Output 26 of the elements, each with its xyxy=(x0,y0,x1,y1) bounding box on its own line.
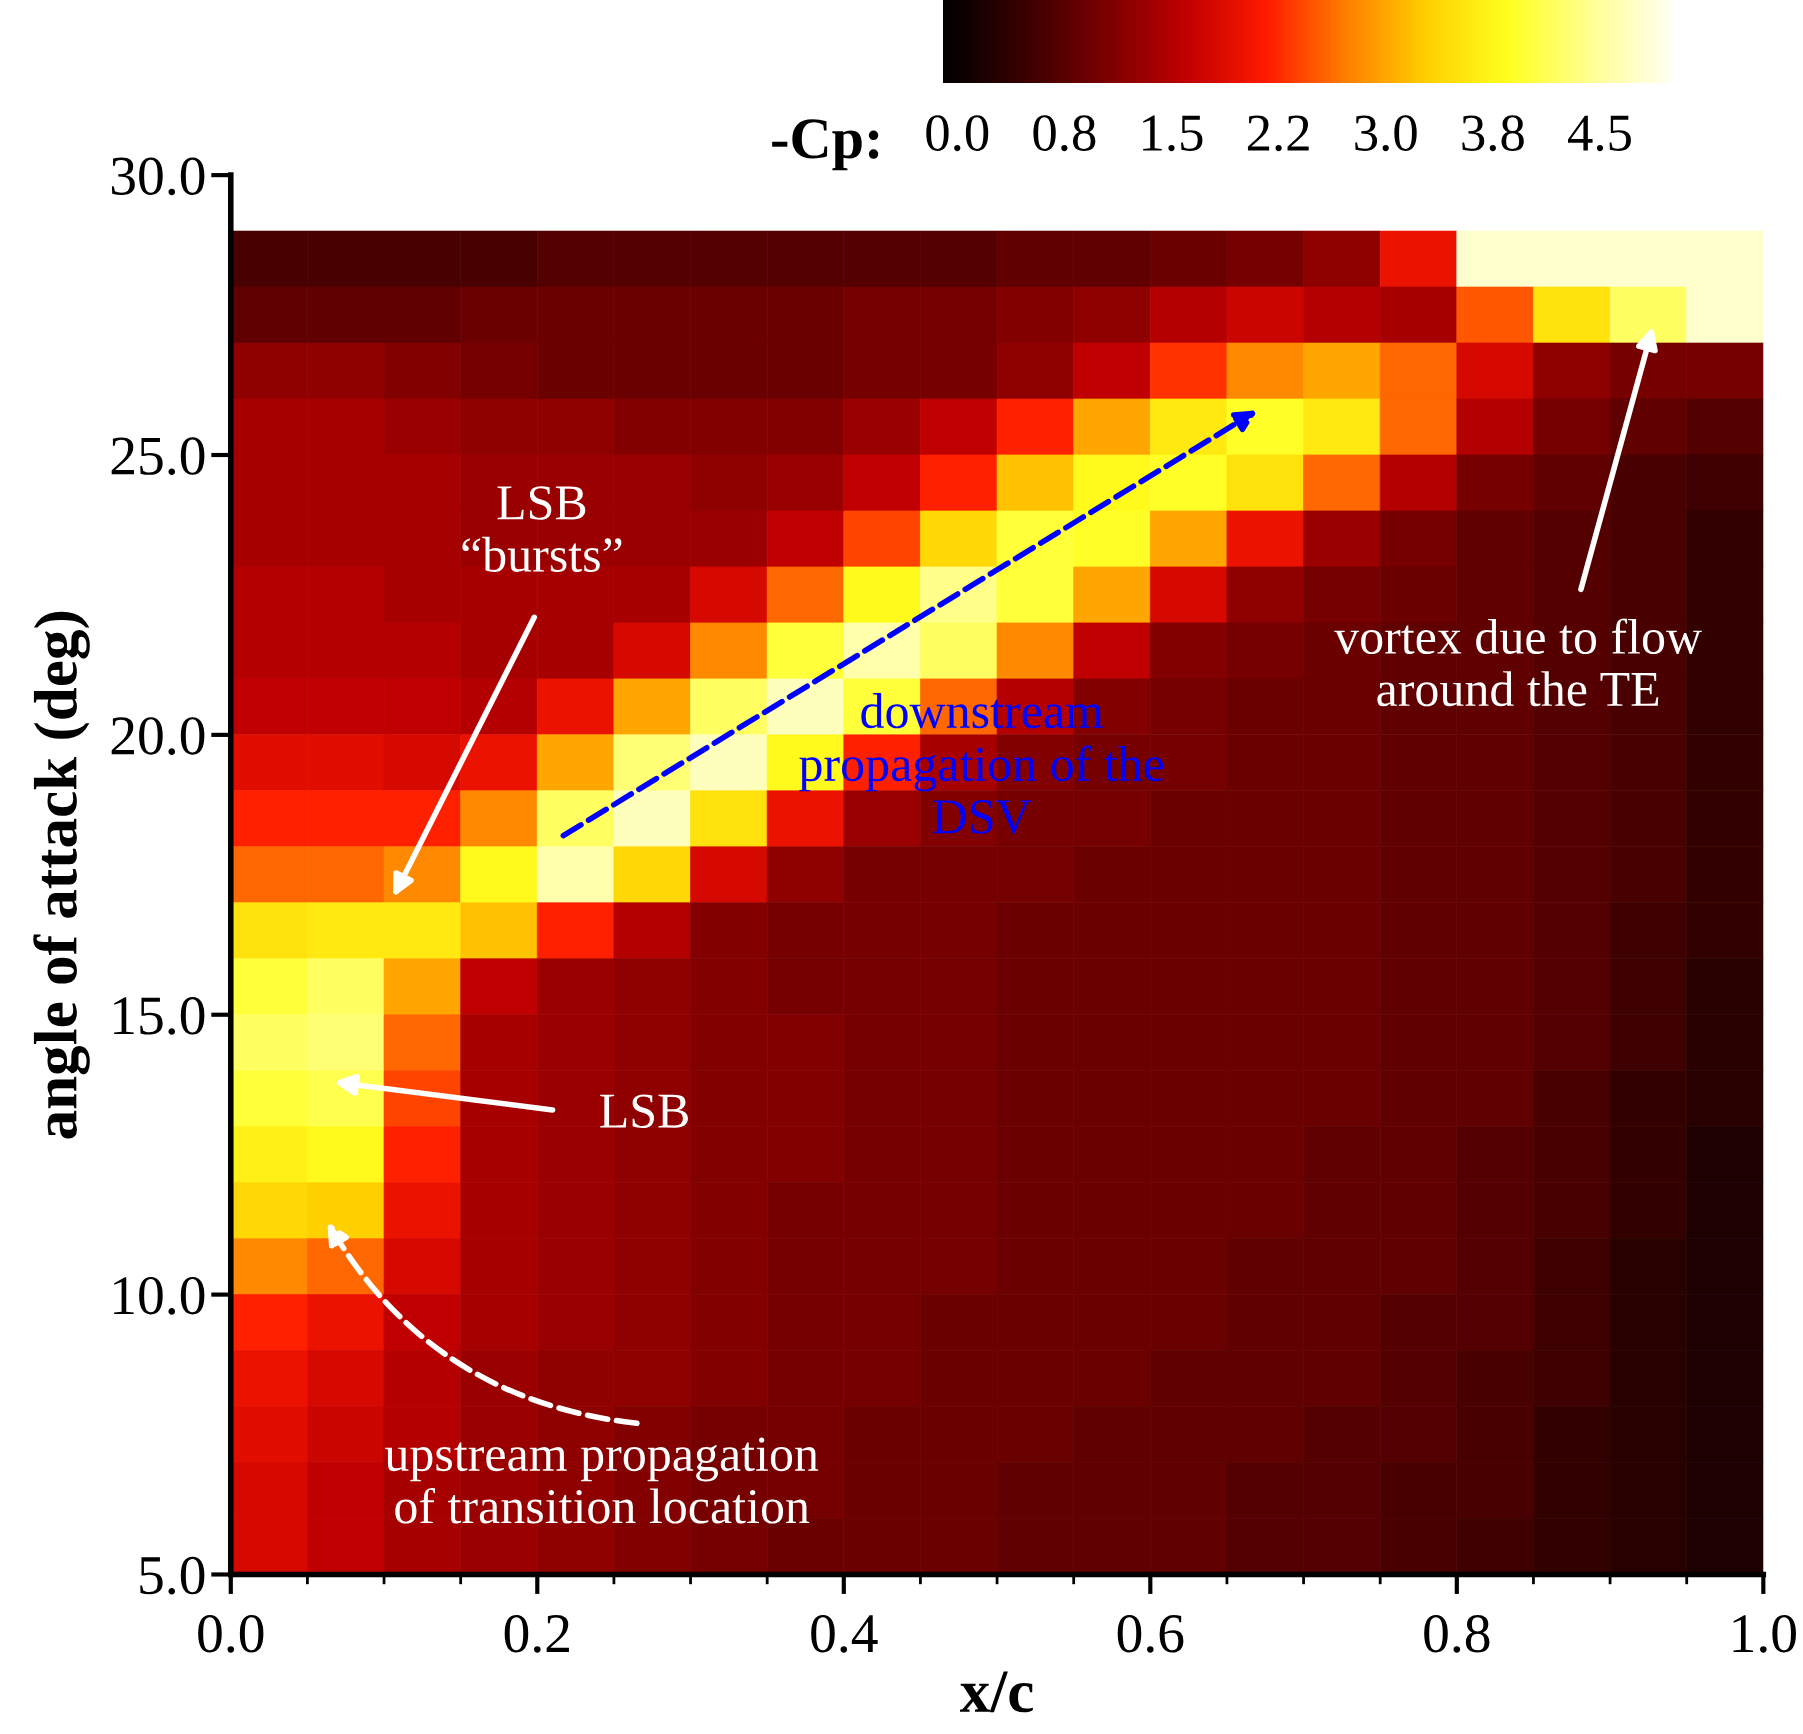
x-tick-label: 0.8 xyxy=(1424,1614,1490,1653)
x-axis-title: x/c xyxy=(959,1671,1033,1713)
y-tick-label: 25.0 xyxy=(111,437,205,476)
y-tick-label: 5.0 xyxy=(140,1556,205,1595)
x-tick-label: 1.0 xyxy=(1733,1614,1796,1653)
x-tick-label: 0.6 xyxy=(1117,1614,1184,1653)
color-bar-label: 0.8 xyxy=(1033,115,1096,152)
color-bar-label: 4.5 xyxy=(1568,115,1631,152)
annotation: LSB xyxy=(600,1094,688,1128)
x-tick-label: 0.2 xyxy=(504,1614,569,1653)
annotation: LSB “bursts” xyxy=(462,486,622,573)
y-tick-label: 15.0 xyxy=(114,997,205,1035)
y-axis-title: angle of attack (deg) xyxy=(33,611,90,1139)
color-bar-label: 2.2 xyxy=(1247,115,1309,152)
color-bar-label: 0.0 xyxy=(926,115,989,152)
color-bar-title: -Cp: xyxy=(772,119,879,171)
color-bar-label: 1.5 xyxy=(1143,115,1203,152)
y-tick-label: 30.0 xyxy=(111,157,205,196)
color-bar-label: 3.8 xyxy=(1462,115,1524,152)
annotation: upstream propagation of transition location xyxy=(385,1437,819,1524)
annotation: vortex due to flow around the TE xyxy=(1334,618,1702,707)
y-tick-label: 20.0 xyxy=(111,717,205,755)
y-tick-label: 10.0 xyxy=(114,1276,205,1315)
x-tick-label: 0.0 xyxy=(198,1614,264,1653)
x-tick-label: 0.4 xyxy=(811,1614,878,1653)
color-bar-label: 3.0 xyxy=(1355,115,1417,152)
